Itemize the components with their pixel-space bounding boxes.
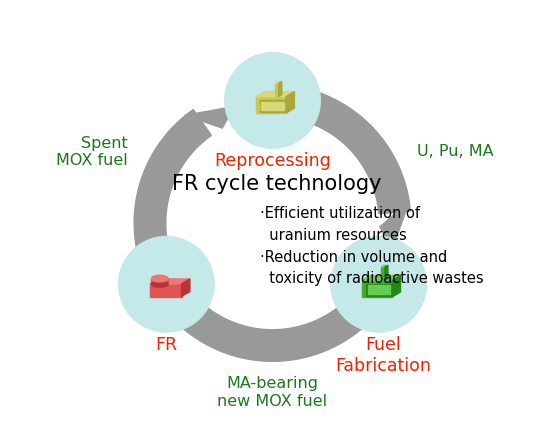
Ellipse shape [152,280,168,287]
Polygon shape [306,91,410,214]
Text: Fuel
Fabrication: Fuel Fabrication [335,336,430,375]
Polygon shape [150,279,190,284]
Text: Spent
MOX fuel: Spent MOX fuel [56,136,128,168]
Circle shape [119,237,214,332]
Text: FR: FR [155,336,177,354]
Polygon shape [152,279,168,284]
Polygon shape [362,275,400,280]
Polygon shape [381,265,388,267]
Ellipse shape [152,275,168,282]
Polygon shape [366,284,391,296]
Polygon shape [150,284,182,296]
Polygon shape [260,100,285,112]
Text: U, Pu, MA: U, Pu, MA [417,144,494,160]
Polygon shape [134,109,211,252]
Polygon shape [368,285,389,294]
Circle shape [331,237,427,332]
Circle shape [225,53,321,148]
Polygon shape [275,83,279,96]
Text: FR cycle technology: FR cycle technology [172,174,381,194]
Polygon shape [381,267,385,280]
Polygon shape [261,101,283,110]
Polygon shape [185,107,235,128]
Text: ·Efficient utilization of
  uranium resources
·Reduction in volume and
  toxicit: ·Efficient utilization of uranium resour… [260,206,484,286]
Polygon shape [161,286,365,361]
Polygon shape [362,280,392,297]
Text: MA-bearing
new MOX fuel: MA-bearing new MOX fuel [218,376,328,408]
Polygon shape [385,265,388,280]
Polygon shape [380,201,410,248]
Polygon shape [279,82,282,96]
Polygon shape [256,97,286,113]
Polygon shape [256,92,294,97]
Polygon shape [153,248,178,312]
Text: Reprocessing: Reprocessing [214,152,331,171]
Polygon shape [286,92,294,113]
Polygon shape [392,275,400,297]
Polygon shape [182,279,190,296]
Polygon shape [275,82,282,83]
